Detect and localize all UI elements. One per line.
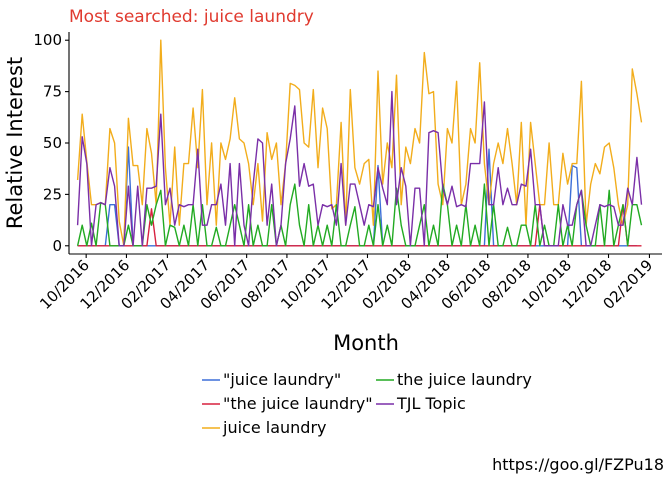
legend-label: juice laundry [222, 418, 327, 437]
chart-title: Most searched: juice laundry [69, 7, 314, 27]
y-tick-label: 100 [33, 31, 62, 49]
series-line-5 [76, 90, 643, 247]
legend: "juice laundry" "the juice laundry" juice … [202, 370, 532, 437]
y-tick-label: 75 [43, 83, 62, 101]
x-ticks: 10/201612/201602/201704/201706/201708/20… [36, 254, 656, 313]
y-tick-label: 0 [52, 237, 62, 255]
legend-label: "juice laundry" [223, 370, 341, 389]
legend-item: "the juice laundry" [202, 394, 373, 413]
y-ticks: 0 25 50 75 100 [33, 31, 69, 255]
legend-label: TJL Topic [396, 394, 466, 413]
y-tick-label: 25 [43, 185, 62, 203]
legend-label: the juice laundry [397, 370, 532, 389]
legend-label: "the juice laundry" [223, 394, 373, 413]
caption: https://goo.gl/FZPu18 [492, 455, 664, 474]
legend-item: "juice laundry" [202, 370, 341, 389]
series-line-4 [76, 183, 643, 247]
series-layer [76, 39, 643, 247]
y-tick-label: 50 [43, 134, 62, 152]
legend-item: juice laundry [202, 418, 327, 437]
legend-item: the juice laundry [376, 370, 532, 389]
x-axis-title: Month [333, 331, 399, 355]
y-axis-title: Relative Interest [3, 57, 27, 229]
legend-item: TJL Topic [376, 394, 466, 413]
